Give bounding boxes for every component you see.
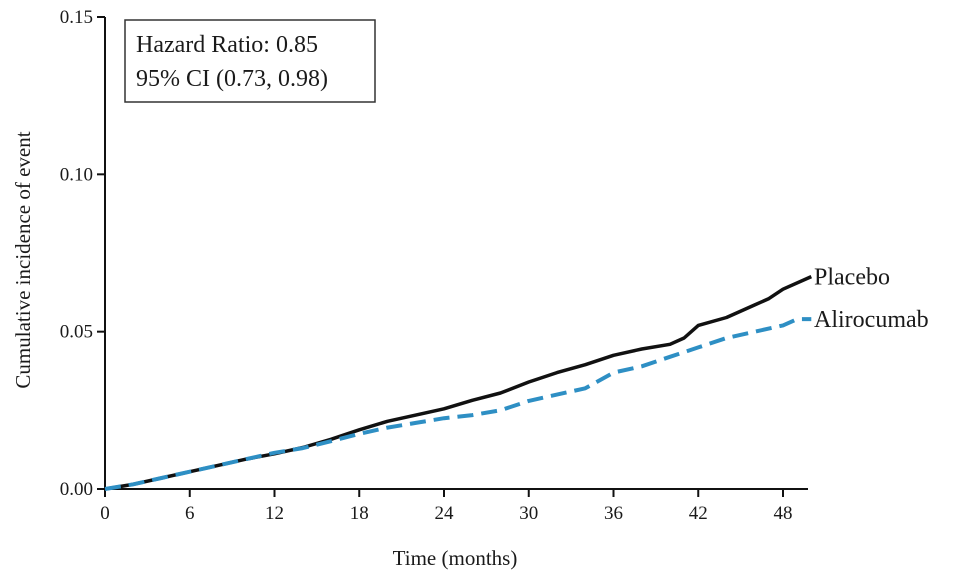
x-tick-label: 0 (100, 503, 110, 524)
series-layer (104, 275, 813, 491)
series-line-placebo (104, 275, 813, 491)
x-tick-label: 24 (435, 503, 455, 524)
y-axis-ticks: 0.00 0.05 0.10 0.15 (60, 7, 105, 500)
confidence-interval-text: 95% CI (0.73, 0.98) (136, 66, 328, 92)
series-labels: Placebo Alirocumab (814, 265, 929, 333)
hazard-ratio-text: Hazard Ratio: 0.85 (136, 32, 318, 58)
y-tick-label: 0.05 (60, 322, 93, 343)
y-tick-label: 0.15 (60, 7, 93, 28)
hazard-ratio-annotation: Hazard Ratio: 0.85 95% CI (0.73, 0.98) (124, 19, 376, 103)
series-label-alirocumab: Alirocumab (814, 307, 929, 333)
x-tick-label: 42 (689, 503, 708, 524)
x-axis-title: Time (months) (393, 546, 518, 570)
x-tick-label: 48 (774, 503, 793, 524)
series-line-alirocumab (104, 317, 812, 491)
y-axis-title: Cumulative incidence of event (11, 131, 35, 388)
x-tick-label: 30 (519, 503, 538, 524)
x-tick-label: 6 (185, 503, 195, 524)
x-axis-ticks: 0 6 12 18 24 30 36 42 48 (100, 489, 793, 524)
y-tick-label: 0.10 (60, 164, 93, 185)
series-label-placebo: Placebo (814, 265, 890, 291)
x-tick-label: 12 (265, 503, 284, 524)
x-tick-label: 36 (604, 503, 623, 524)
x-tick-label: 18 (350, 503, 369, 524)
y-tick-label: 0.00 (60, 479, 93, 500)
annotation-box (124, 19, 376, 103)
